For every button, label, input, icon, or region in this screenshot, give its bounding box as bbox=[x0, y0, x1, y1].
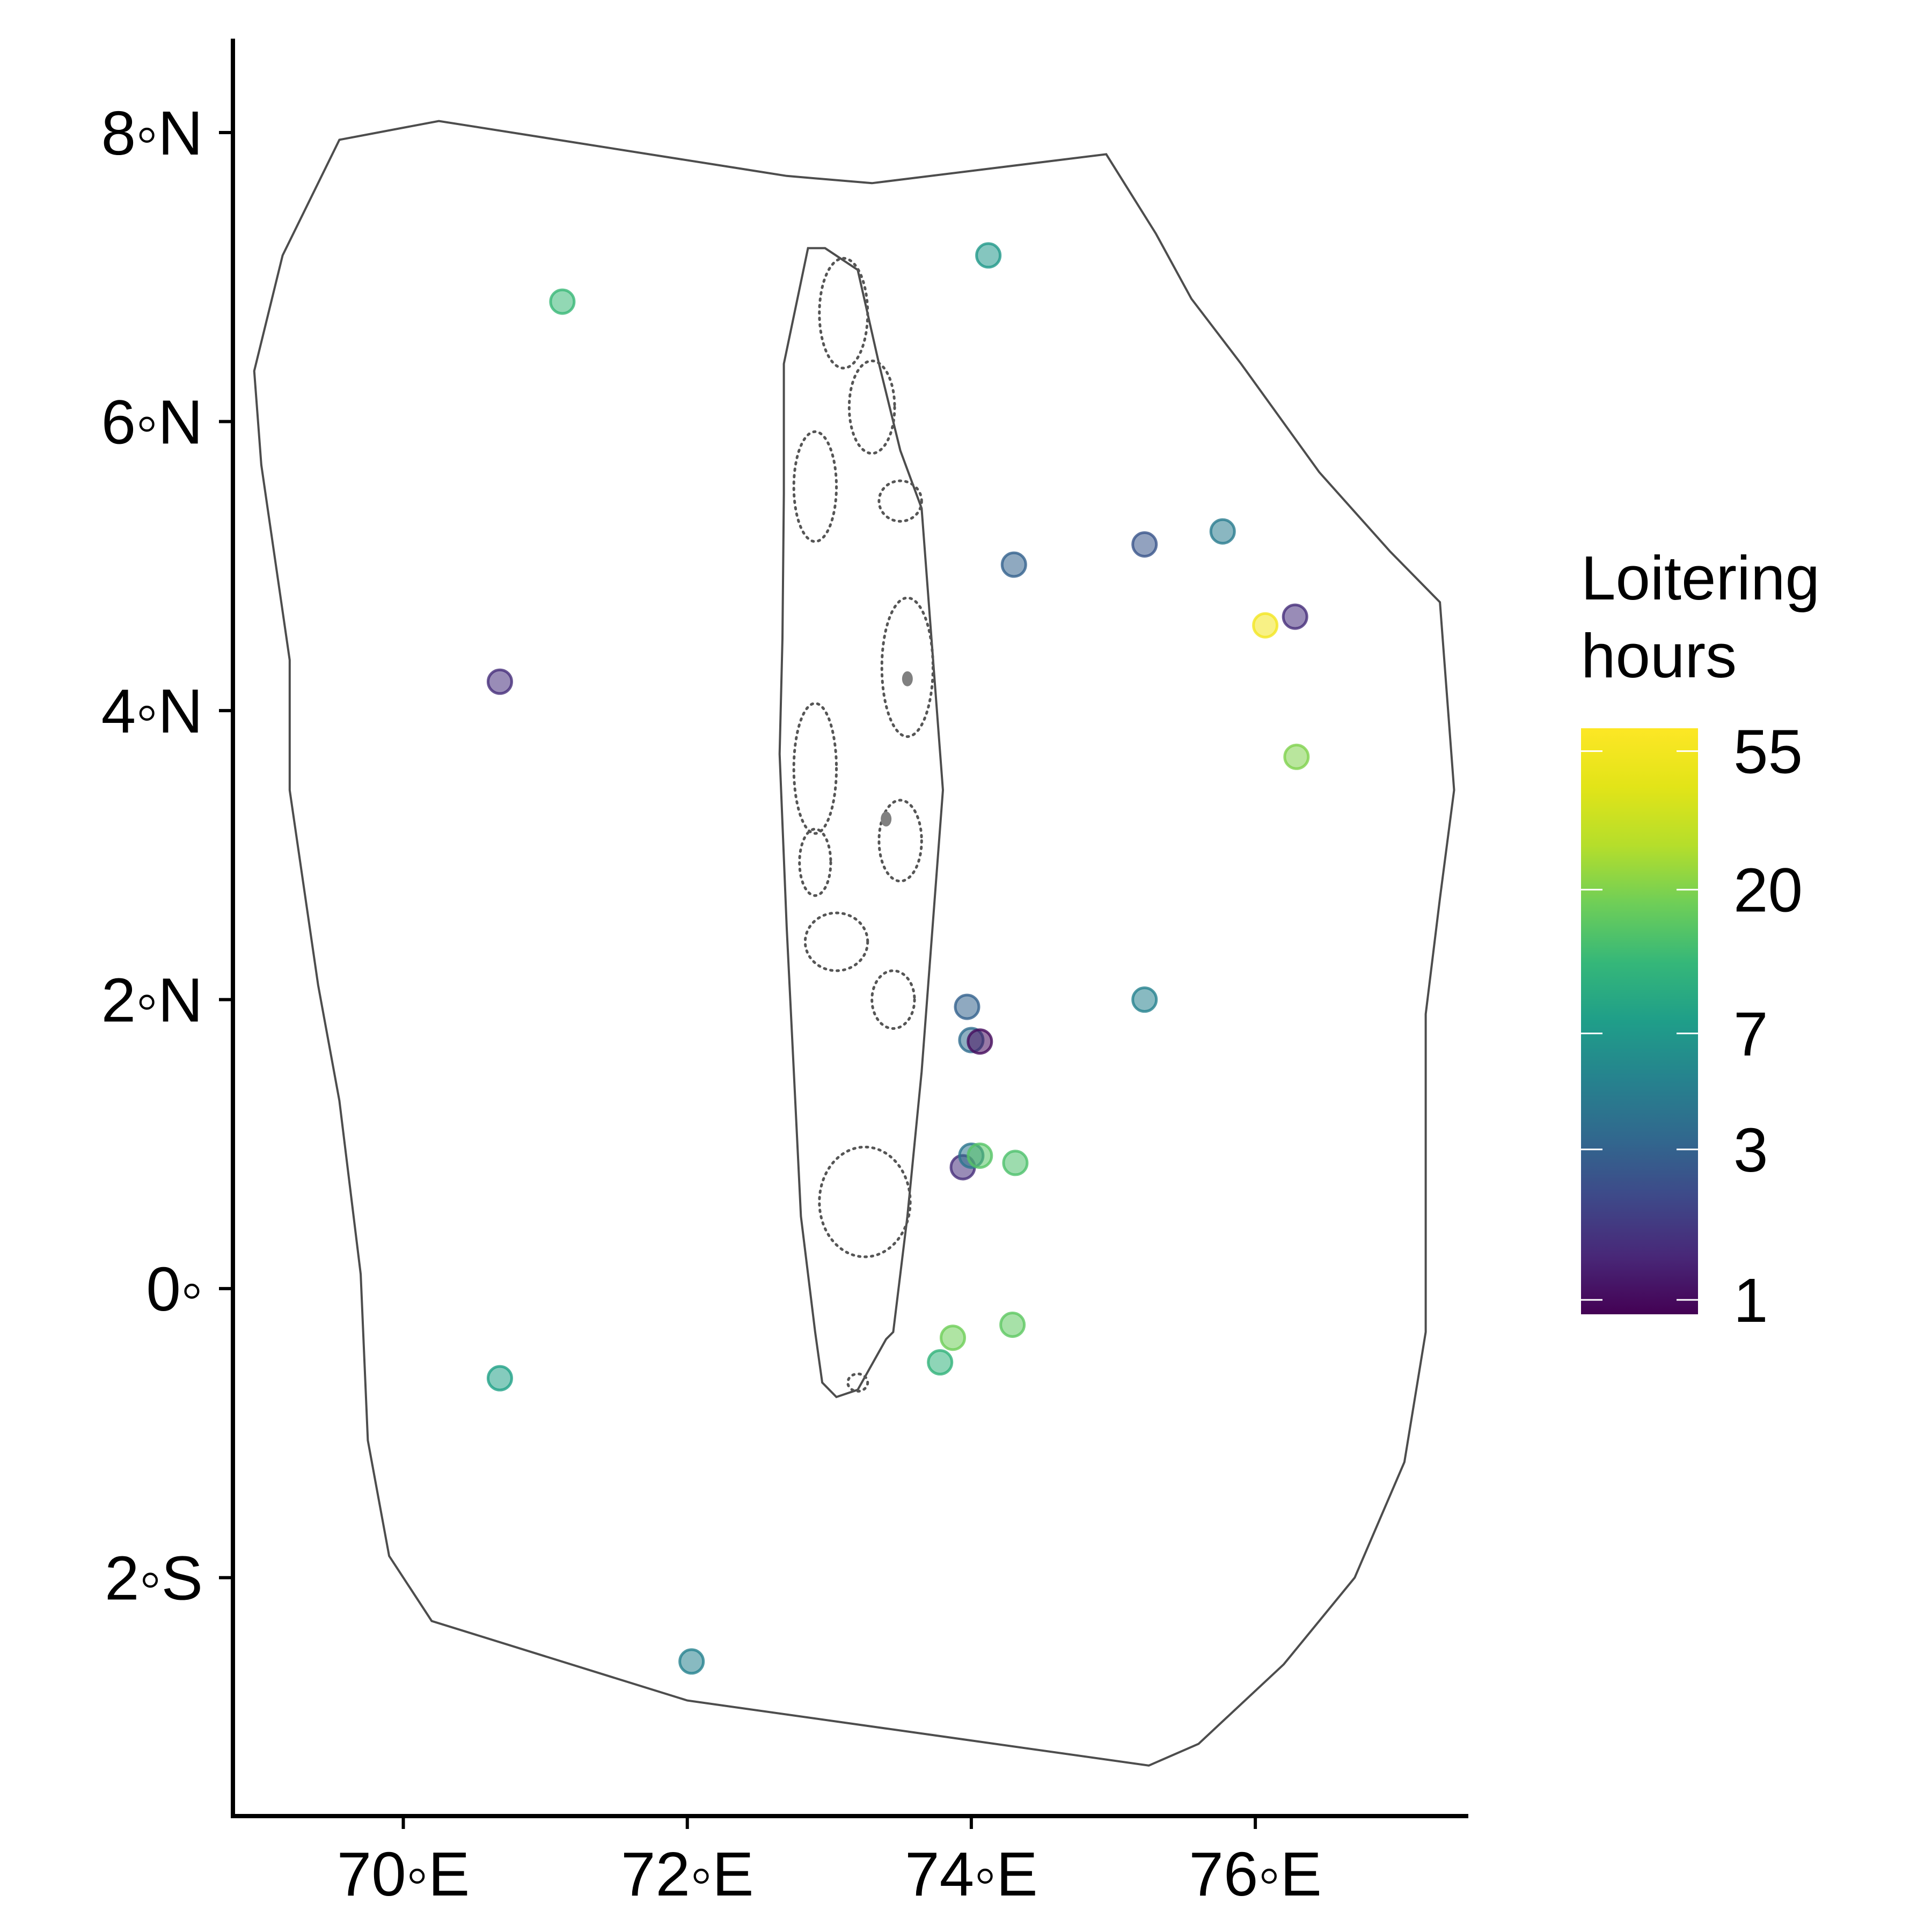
loitering-point-6 bbox=[1209, 518, 1236, 545]
atoll-ring-5 bbox=[880, 596, 934, 738]
atoll-ring-9 bbox=[803, 911, 869, 972]
loitering-point-20 bbox=[927, 1349, 954, 1375]
atoll-ring-3 bbox=[792, 430, 838, 543]
loitering-point-13 bbox=[1131, 986, 1158, 1013]
atoll-layer bbox=[792, 257, 934, 1393]
island-2 bbox=[881, 811, 892, 827]
loitering-point-22 bbox=[678, 1648, 705, 1675]
legend-title-line-2: hours bbox=[1581, 621, 1737, 691]
island-1 bbox=[902, 671, 913, 686]
x-tick-label-2: 72◦E bbox=[621, 1839, 754, 1909]
x-tick-label-4: 76◦E bbox=[1189, 1839, 1322, 1909]
loitering-point-17 bbox=[1002, 1150, 1029, 1176]
loitering-point-4 bbox=[1000, 551, 1027, 578]
loitering-point-2 bbox=[975, 242, 1002, 269]
atoll-ring-12 bbox=[846, 1372, 869, 1393]
loitering-point-12 bbox=[967, 1028, 993, 1055]
loitering-point-18 bbox=[940, 1324, 967, 1351]
outer-region-boundary bbox=[253, 120, 1455, 1767]
y-tick-label-4: 2◦N bbox=[101, 965, 203, 1035]
x-tick-label-1: 70◦E bbox=[337, 1839, 470, 1909]
y-tick-label-5: 0◦ bbox=[146, 1254, 203, 1324]
loitering-point-21 bbox=[486, 1365, 513, 1392]
legend-title-line-1: Loitering bbox=[1581, 543, 1820, 613]
legend-tick-label-4: 3 bbox=[1733, 1115, 1768, 1185]
loitering-point-1 bbox=[549, 288, 576, 315]
atoll-ring-7 bbox=[877, 799, 923, 883]
legend-tick-label-3: 7 bbox=[1733, 999, 1768, 1069]
y-ticks: 8◦N 6◦N 4◦N 2◦N 0◦ 2◦S bbox=[101, 98, 233, 1613]
loitering-point-19 bbox=[999, 1311, 1026, 1338]
atoll-ring-6 bbox=[792, 702, 838, 835]
y-tick-label-1: 8◦N bbox=[101, 98, 203, 168]
axes-layer: 70◦E 72◦E 74◦E 76◦E 8◦N 6◦N 4◦N 2◦N 0◦ 2◦S bbox=[101, 39, 1468, 1909]
atoll-ring-10 bbox=[870, 969, 916, 1030]
atoll-ring-2 bbox=[847, 359, 896, 455]
color-legend: Loitering hours 55 20 7 3 1 bbox=[1581, 543, 1820, 1335]
atoll-ring-8 bbox=[798, 828, 832, 897]
atoll-ring-4 bbox=[877, 479, 923, 523]
legend-tick-label-1: 55 bbox=[1733, 717, 1803, 787]
boundary-layer bbox=[253, 120, 1455, 1767]
loitering-point-9 bbox=[1283, 743, 1310, 770]
y-tick-label-2: 6◦N bbox=[101, 387, 203, 457]
loitering-point-7 bbox=[1252, 612, 1279, 639]
legend-tick-label-2: 20 bbox=[1733, 855, 1803, 925]
atoll-ring-1 bbox=[818, 257, 869, 370]
loitering-point-5 bbox=[1131, 531, 1158, 558]
y-tick-label-3: 4◦N bbox=[101, 676, 203, 746]
atoll-ring-11 bbox=[818, 1145, 912, 1258]
y-tick-label-6: 2◦S bbox=[105, 1543, 203, 1613]
x-ticks: 70◦E 72◦E 74◦E 76◦E bbox=[337, 1816, 1322, 1909]
legend-tick-label-5: 1 bbox=[1733, 1265, 1768, 1335]
loitering-point-16 bbox=[967, 1142, 993, 1169]
points-layer bbox=[486, 242, 1310, 1675]
x-tick-label-3: 74◦E bbox=[905, 1839, 1038, 1909]
loitering-point-10 bbox=[954, 993, 980, 1020]
legend-colorbar bbox=[1581, 728, 1698, 1314]
loitering-point-8 bbox=[1282, 603, 1308, 630]
loitering-point-3 bbox=[486, 668, 513, 695]
legend-ticks: 55 20 7 3 1 bbox=[1581, 717, 1803, 1335]
